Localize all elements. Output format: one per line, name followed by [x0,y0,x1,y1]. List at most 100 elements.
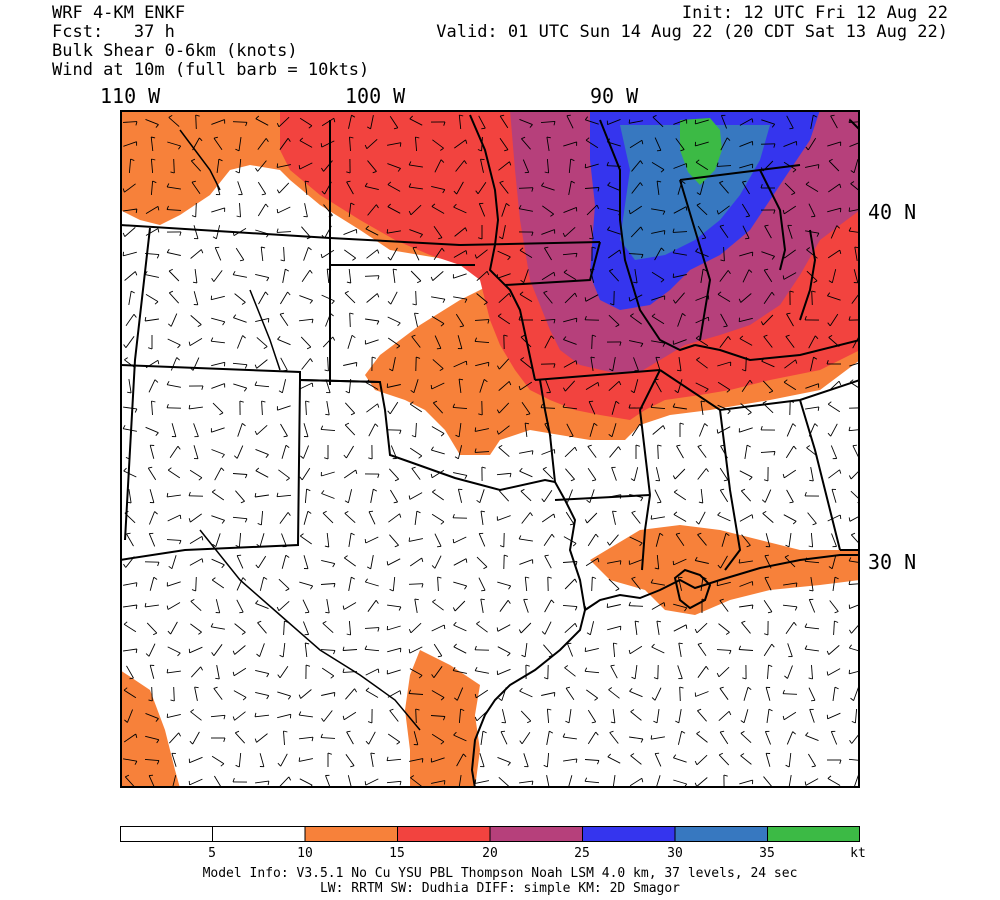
wind-barb [475,670,489,674]
wind-barb-flag [608,434,613,438]
wind-barb [607,207,621,213]
wind-barb [673,624,687,632]
wind-barb-flag [283,435,288,438]
wind-barb-flag [430,276,434,281]
wind-barb [212,402,224,414]
wind-barb-flag [188,341,191,346]
wind-barb [189,406,203,410]
wind-barb-flag [698,501,703,504]
wind-barb [414,313,418,327]
wind-barb [453,296,467,300]
wind-barb [283,620,285,636]
wind-barb-flag [525,576,530,579]
wind-barb-flag [760,321,764,326]
wind-barb [829,600,839,612]
wind-barb-flag [591,721,596,724]
wind-barb [389,534,399,546]
wind-barb-flag [746,444,751,448]
wind-barb [343,602,357,610]
wind-barb [498,161,510,171]
wind-barb [145,426,159,434]
wind-barb-flag [827,292,831,297]
wind-barb [699,181,705,195]
wind-barb [739,560,753,564]
wind-barb-flag [584,667,588,672]
wind-barb-flag [615,588,620,592]
wind-barb-flag [771,643,775,648]
wind-barb-flag [519,740,523,745]
wind-barb [279,512,289,524]
wind-barb-flag [618,381,622,386]
wind-barb [344,402,356,414]
wind-barb-flag [443,780,446,785]
wind-barb-flag [421,758,424,763]
wind-barb [280,423,288,437]
wind-barb-flag [525,413,531,416]
wind-barb [211,207,225,213]
wind-barb-flag [123,621,128,625]
wind-barb-flag [179,514,182,520]
wind-barb-flag [628,601,631,606]
wind-barb [784,359,796,369]
wind-barb [346,731,354,745]
wind-barb [344,249,356,259]
wind-barb [195,576,197,592]
wind-barb-flag [198,477,203,481]
wind-barb-flag [144,317,147,322]
wind-barb [299,295,313,301]
wind-barb-flag [416,356,421,359]
wind-barb [390,489,398,503]
wind-barb-flag [723,774,728,777]
wind-barb [696,204,708,216]
wind-barb [474,340,490,344]
wind-barb [519,690,533,698]
wind-barb [673,491,687,501]
wind-barb [809,709,815,723]
wind-barb-flag [764,268,769,271]
wind-barb [434,555,442,569]
wind-barb-flag [828,335,833,338]
wind-barb [167,494,181,498]
wind-barb [497,624,511,632]
wind-barb [409,229,423,235]
colorbar-bin [767,826,860,842]
wind-barb-flag [564,665,569,669]
wind-barb [167,602,181,610]
wind-barb-flag [417,280,422,284]
wind-barb [299,382,313,390]
valid-time: Valid: 01 UTC Sun 14 Aug 22 (20 CDT Sat … [436,22,948,42]
wind-barb-flag [299,137,304,141]
wind-barb-flag [350,532,355,536]
wind-barb-flag [705,666,709,670]
wind-barb [433,226,443,238]
wind-barb-flag [826,650,830,655]
wind-barb [145,318,159,322]
wind-barb-flag [211,278,215,282]
wind-barb-flag [377,473,380,478]
wind-barb [387,604,401,608]
wind-barb-flag [372,170,377,174]
wind-barb-flag [848,207,851,212]
colorbar [120,826,860,842]
wind-barb [348,268,352,284]
wind-barb-flag [255,167,258,172]
colorbar-label: 30 [667,846,683,861]
header-left: WRF 4-KM ENKF Fcst: 37 h Bulk Shear 0-6km … [52,4,369,80]
wind-barb-flag [156,760,160,765]
wind-barb-flag [508,381,512,386]
wind-barb [783,582,797,586]
wind-barb-flag [478,413,483,416]
colorbar-label: 15 [389,846,405,861]
wind-barb-flag [827,775,832,779]
wind-barb-flag [393,127,398,130]
wind-barb-flag [232,671,235,676]
wind-barb-flag [608,687,613,691]
wind-barb-flag [792,423,797,427]
wind-barb [145,735,159,741]
wind-barb-flag [243,387,248,392]
wind-barb [830,731,838,745]
wind-barb [348,115,352,129]
wind-barb-flag [540,403,543,408]
wind-barb [321,117,335,127]
wind-barb-flag [826,360,829,365]
